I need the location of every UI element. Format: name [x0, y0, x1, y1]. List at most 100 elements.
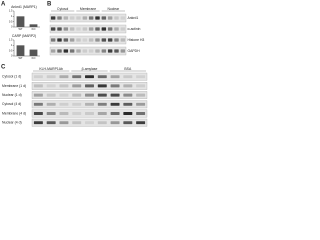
band [76, 16, 81, 20]
y-tick-label: 0.5 [9, 48, 13, 52]
band [46, 102, 56, 106]
band [57, 16, 62, 20]
band [123, 112, 133, 115]
bar [29, 24, 38, 27]
band [97, 112, 107, 115]
band [63, 38, 69, 42]
band [72, 93, 82, 97]
band [110, 102, 120, 106]
x-tick-label: WT [18, 27, 22, 31]
band [123, 75, 133, 79]
band [88, 27, 94, 31]
chart-title: CARP (MARP2) [12, 34, 36, 38]
blot [49, 24, 127, 34]
band [50, 49, 56, 53]
y-tick-label: 0.5 [9, 19, 13, 23]
panel-label: B [47, 2, 52, 8]
y-tick-label: 0 [11, 25, 13, 29]
bar [16, 16, 25, 27]
band [59, 84, 69, 88]
band [59, 75, 69, 79]
band [57, 27, 62, 31]
panel-label: A [1, 2, 6, 8]
band [136, 102, 146, 106]
row-label: Histone H3 [128, 38, 145, 42]
column-label: β-amylase [82, 67, 98, 71]
column-label: Nuclear [107, 7, 120, 11]
band [120, 38, 126, 42]
band [123, 84, 133, 88]
band [120, 49, 126, 53]
row-label: Cytosol (4 d) [2, 102, 21, 106]
band [136, 93, 146, 97]
band [123, 121, 133, 125]
band [72, 121, 82, 125]
column-label: Membrane [80, 7, 96, 11]
band [63, 16, 69, 20]
band [46, 75, 56, 79]
x-tick-label: KO [32, 27, 36, 31]
y-tick-label: 0 [11, 54, 13, 58]
column-label: BSA [124, 67, 132, 71]
band [69, 27, 75, 31]
band [95, 49, 100, 53]
band [97, 121, 107, 125]
band [69, 49, 75, 53]
band [101, 27, 107, 31]
band [101, 38, 107, 42]
band [57, 49, 62, 53]
band [110, 112, 120, 115]
y-tick-label: 1.5 [9, 38, 13, 42]
band [88, 16, 94, 20]
band [82, 38, 88, 42]
band [72, 84, 82, 88]
band [85, 84, 94, 88]
band [59, 102, 69, 106]
chart-title: Ankrd1 (MARP1) [11, 5, 37, 9]
band [33, 112, 43, 115]
band [114, 16, 119, 20]
y-tick-label: 1 [11, 14, 13, 18]
bar [16, 45, 25, 56]
band [72, 102, 82, 106]
band [95, 27, 100, 31]
band [107, 49, 113, 53]
band [50, 27, 56, 31]
row-label: Nuclear (1 d) [2, 93, 22, 97]
blot [49, 35, 127, 45]
band [33, 121, 43, 125]
band [85, 121, 94, 125]
band [33, 93, 43, 97]
y-tick-label: 1 [11, 43, 13, 47]
row-label: GAPDH [128, 49, 141, 53]
row-label: α-actinin [128, 27, 141, 31]
band [82, 49, 88, 53]
band [33, 102, 43, 106]
column-label: Cytosol [57, 7, 69, 11]
band [95, 16, 100, 20]
band [136, 112, 146, 115]
row-label: Cytosol (1 d) [2, 75, 21, 79]
band [50, 38, 56, 42]
band [33, 75, 43, 79]
band [59, 121, 69, 125]
band [136, 84, 146, 88]
band [123, 102, 133, 106]
band [101, 16, 107, 20]
band [88, 38, 94, 42]
band [85, 75, 94, 79]
band [101, 49, 107, 53]
band [63, 27, 69, 31]
band [76, 27, 81, 31]
band [107, 16, 113, 20]
bar [29, 49, 38, 56]
band [72, 112, 82, 115]
column-label: KLH-MARP1Ab [39, 67, 63, 71]
band [63, 49, 69, 53]
blot [49, 46, 127, 56]
band [85, 112, 94, 115]
band [85, 102, 94, 106]
band [110, 121, 120, 125]
band [136, 75, 146, 79]
band [97, 102, 107, 106]
